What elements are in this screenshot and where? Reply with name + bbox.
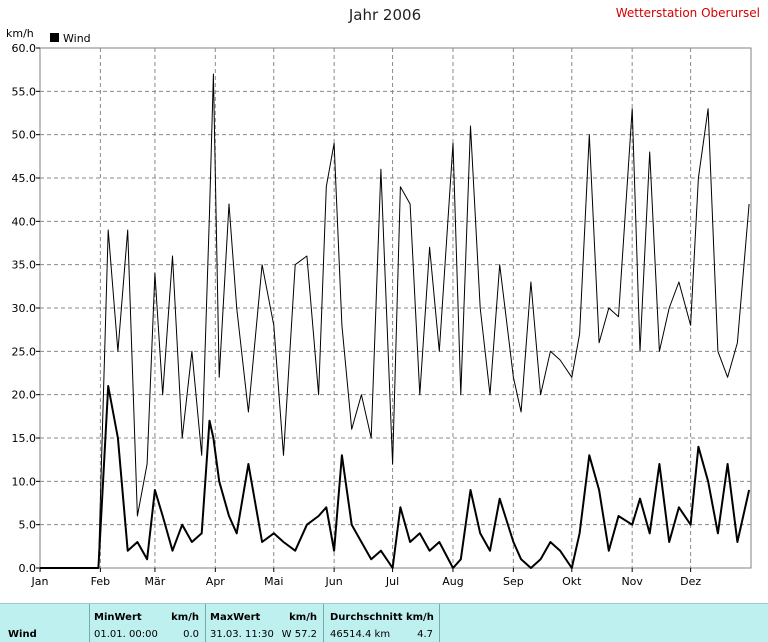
max-unit: km/h [289, 612, 317, 623]
avg-header: Durchschnitt km/h [330, 612, 434, 623]
max-time: 31.03. 11:30 [210, 629, 274, 640]
wind-chart: Jahr 2006 Wetterstation Oberursel km/h W… [6, 6, 760, 588]
stats-bar: Wind MinWert km/h 01.01. 00:00 0.0 MaxWe… [0, 603, 768, 642]
x-tick-label: Apr [206, 575, 226, 588]
x-tick-label: Aug [442, 575, 463, 588]
stats-label-cell: Wind [0, 604, 90, 642]
avg-value: 4.7 [417, 629, 433, 640]
y-tick-label: 45.0 [12, 172, 37, 185]
y-tick-label: 10.0 [12, 475, 37, 488]
y-tick-label: 30.0 [12, 302, 37, 315]
series-gust-line [40, 73, 750, 569]
y-tick-label: 35.0 [12, 259, 37, 272]
x-tick-label: Mär [145, 575, 166, 588]
y-tick-label: 55.0 [12, 85, 37, 98]
x-tick-label: Jul [385, 575, 399, 588]
stats-max-cell: MaxWert km/h 31.03. 11:30 W 57.2 [206, 604, 324, 642]
x-tick-label: Nov [621, 575, 643, 588]
y-axis: 0.0 5.0 10.0 15.0 20.0 25.0 30.0 35.0 40.0 45.0 50… [12, 42, 40, 575]
stats-avg-cell: Durchschnitt km/h 46514.4 km 4.7 [324, 604, 440, 642]
min-value: 0.0 [183, 629, 199, 640]
min-header: MinWert [94, 612, 142, 623]
x-axis: Jan Feb Mär Apr Mai Jun Jul Aug Sep Okt Nov Dez [31, 568, 701, 588]
y-tick-label: 60.0 [12, 42, 37, 55]
y-tick-label: 20.0 [12, 389, 37, 402]
x-tick-label: Mai [264, 575, 283, 588]
series-wind-line [40, 385, 751, 569]
y-axis-label: km/h [6, 27, 34, 40]
x-tick-label: Dez [680, 575, 701, 588]
y-tick-label: 25.0 [12, 345, 37, 358]
x-tick-label: Okt [562, 575, 582, 588]
y-tick-label: 0.0 [19, 562, 37, 575]
x-tick-label: Feb [91, 575, 110, 588]
x-tick-label: Jun [325, 575, 343, 588]
series-lines [40, 73, 751, 569]
y-tick-label: 40.0 [12, 215, 37, 228]
x-tick-label: Sep [503, 575, 524, 588]
y-tick-label: 50.0 [12, 129, 37, 142]
chart-title: Jahr 2006 [348, 6, 421, 24]
legend-label: Wind [63, 32, 91, 45]
y-tick-label: 15.0 [12, 432, 37, 445]
max-value: W 57.2 [281, 629, 317, 640]
max-header: MaxWert [210, 612, 261, 623]
y-tick-label: 5.0 [19, 519, 37, 532]
min-unit: km/h [171, 612, 199, 623]
avg-distance: 46514.4 km [330, 629, 391, 640]
min-time: 01.01. 00:00 [94, 629, 158, 640]
legend-swatch [50, 33, 59, 42]
stats-row-label: Wind [8, 629, 37, 640]
x-tick-label: Jan [31, 575, 49, 588]
station-name: Wetterstation Oberursel [616, 6, 760, 20]
stats-min-cell: MinWert km/h 01.01. 00:00 0.0 [90, 604, 206, 642]
gridlines [40, 48, 751, 568]
